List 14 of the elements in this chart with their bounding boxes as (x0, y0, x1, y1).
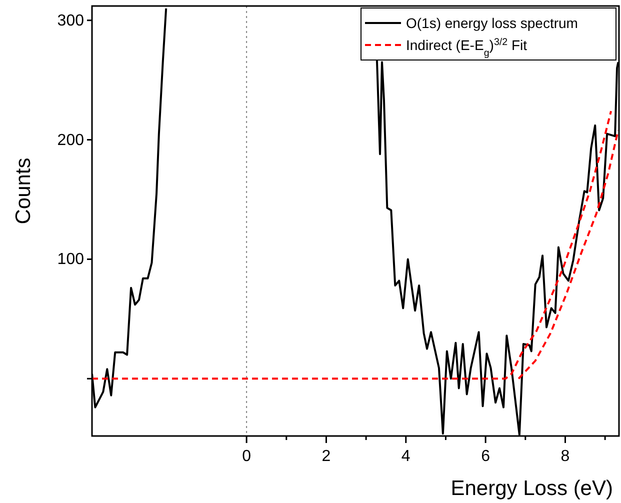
y-tick-label: 100 (57, 251, 84, 268)
y-tick-label: 300 (57, 12, 84, 30)
line-series (92, 110, 612, 380)
y-tick-label: 200 (57, 132, 84, 149)
legend-label: Indirect (E-E$_{g}$)$^{3/2}$ Fit (406, 36, 528, 58)
x-tick-label: 4 (401, 448, 410, 465)
x-tick-label: 2 (322, 448, 331, 465)
x-tick-label: 8 (560, 448, 570, 465)
x-tick-label: 6 (481, 448, 490, 465)
legend-label: O(1s) energy loss spectrum (406, 15, 578, 31)
x-tick-label: 0 (242, 448, 252, 465)
line-series (518, 129, 619, 380)
y-axis-title: Counts (12, 158, 35, 224)
x-axis-title: Energy Loss (eV) (450, 477, 613, 500)
